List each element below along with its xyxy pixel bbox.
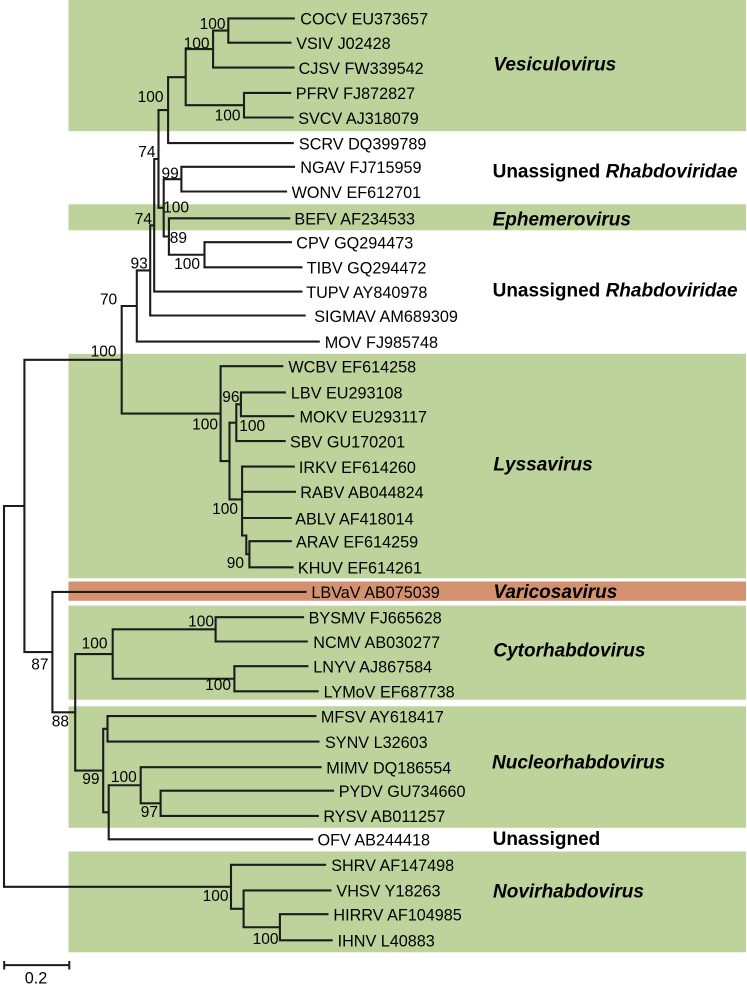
svg-text:Unassigned: Unassigned — [493, 829, 601, 850]
svg-text:LNYV AJ867584: LNYV AJ867584 — [313, 659, 432, 677]
svg-text:BYSMV FJ665628: BYSMV FJ665628 — [309, 610, 442, 628]
svg-text:ARAV EF614259: ARAV EF614259 — [296, 534, 418, 552]
svg-text:100: 100 — [203, 888, 229, 905]
svg-text:100: 100 — [174, 256, 200, 273]
svg-text:100: 100 — [192, 417, 218, 434]
svg-text:MOKV EU293117: MOKV EU293117 — [300, 409, 427, 427]
svg-text:100: 100 — [205, 677, 231, 694]
svg-text:74: 74 — [135, 211, 153, 228]
svg-text:Cytorhabdovirus: Cytorhabdovirus — [493, 640, 645, 661]
svg-text:Nucleorhabdovirus: Nucleorhabdovirus — [492, 753, 665, 774]
svg-text:100: 100 — [200, 16, 226, 33]
svg-text:97: 97 — [141, 804, 158, 821]
svg-text:WONV EF612701: WONV EF612701 — [292, 184, 422, 202]
svg-text:OFV AB244418: OFV AB244418 — [318, 832, 431, 850]
svg-text:MOV FJ985748: MOV FJ985748 — [325, 334, 438, 352]
svg-text:WCBV EF614258: WCBV EF614258 — [288, 359, 416, 377]
svg-text:99: 99 — [162, 165, 179, 182]
svg-text:Varicosavirus: Varicosavirus — [493, 582, 617, 603]
svg-text:MFSV AY618417: MFSV AY618417 — [321, 708, 444, 726]
svg-text:0.2: 0.2 — [25, 970, 48, 985]
svg-text:LBV EU293108: LBV EU293108 — [291, 385, 403, 403]
svg-text:Vesiculovirus: Vesiculovirus — [493, 55, 616, 76]
svg-text:100: 100 — [188, 613, 214, 630]
svg-text:SIGMAV AM689309: SIGMAV AM689309 — [314, 308, 458, 326]
svg-text:KHUV EF614261: KHUV EF614261 — [298, 560, 422, 578]
svg-text:90: 90 — [227, 555, 245, 572]
svg-text:SBV GU170201: SBV GU170201 — [290, 433, 405, 451]
svg-text:100: 100 — [239, 418, 265, 435]
svg-text:ABLV AF418014: ABLV AF418014 — [295, 510, 414, 528]
svg-text:VHSV Y18263: VHSV Y18263 — [336, 883, 440, 901]
svg-text:HIRRV AF104985: HIRRV AF104985 — [333, 907, 461, 925]
svg-text:NCMV AB030277: NCMV AB030277 — [313, 634, 440, 652]
svg-text:100: 100 — [91, 343, 117, 360]
svg-text:IHNV L40883: IHNV L40883 — [338, 933, 435, 951]
svg-text:100: 100 — [212, 501, 238, 518]
svg-text:70: 70 — [100, 292, 118, 309]
svg-text:VSIV J02428: VSIV J02428 — [296, 35, 391, 53]
svg-text:Ephemerovirus: Ephemerovirus — [493, 210, 631, 231]
svg-text:LYMoV EF687738: LYMoV EF687738 — [324, 684, 455, 702]
svg-text:Lyssavirus: Lyssavirus — [493, 455, 592, 476]
svg-text:CJSV FW339542: CJSV FW339542 — [299, 60, 424, 78]
svg-text:SYNV L32603: SYNV L32603 — [325, 734, 428, 752]
svg-text:RYSV AB011257: RYSV AB011257 — [323, 808, 445, 826]
svg-text:NGAV FJ715959: NGAV FJ715959 — [300, 159, 421, 177]
svg-text:100: 100 — [184, 36, 210, 53]
svg-text:100: 100 — [163, 200, 189, 217]
svg-text:100: 100 — [253, 931, 279, 948]
svg-text:100: 100 — [111, 769, 137, 786]
svg-text:MIMV DQ186554: MIMV DQ186554 — [326, 760, 451, 778]
svg-text:Unassigned Rhabdoviridae: Unassigned Rhabdoviridae — [493, 281, 738, 302]
svg-text:SCRV DQ399789: SCRV DQ399789 — [299, 135, 426, 153]
svg-text:PFRV FJ872827: PFRV FJ872827 — [296, 85, 415, 103]
svg-text:LBVaV AB075039: LBVaV AB075039 — [311, 584, 439, 602]
svg-text:89: 89 — [170, 230, 187, 247]
svg-text:74: 74 — [138, 144, 156, 161]
svg-text:CPV GQ294473: CPV GQ294473 — [296, 235, 413, 253]
svg-text:100: 100 — [215, 108, 241, 125]
svg-text:100: 100 — [82, 636, 108, 653]
svg-text:SHRV AF147498: SHRV AF147498 — [331, 857, 454, 875]
svg-text:BEFV AF234533: BEFV AF234533 — [294, 211, 415, 229]
svg-text:99: 99 — [82, 771, 99, 788]
svg-text:100: 100 — [138, 89, 164, 106]
svg-text:RABV AB044824: RABV AB044824 — [300, 484, 423, 502]
svg-text:TIBV GQ294472: TIBV GQ294472 — [307, 260, 427, 278]
svg-text:TUPV AY840978: TUPV AY840978 — [306, 284, 427, 302]
svg-text:IRKV EF614260: IRKV EF614260 — [299, 459, 416, 477]
svg-text:96: 96 — [222, 389, 239, 406]
svg-text:88: 88 — [52, 714, 69, 731]
svg-text:SVCV AJ318079: SVCV AJ318079 — [298, 110, 419, 128]
svg-text:PYDV GU734660: PYDV GU734660 — [339, 783, 466, 801]
svg-text:93: 93 — [131, 256, 148, 273]
svg-text:COCV EU373657: COCV EU373657 — [300, 11, 428, 29]
svg-text:Unassigned Rhabdoviridae: Unassigned Rhabdoviridae — [493, 162, 738, 183]
svg-text:Novirhabdovirus: Novirhabdovirus — [493, 882, 644, 903]
svg-text:87: 87 — [31, 657, 48, 674]
